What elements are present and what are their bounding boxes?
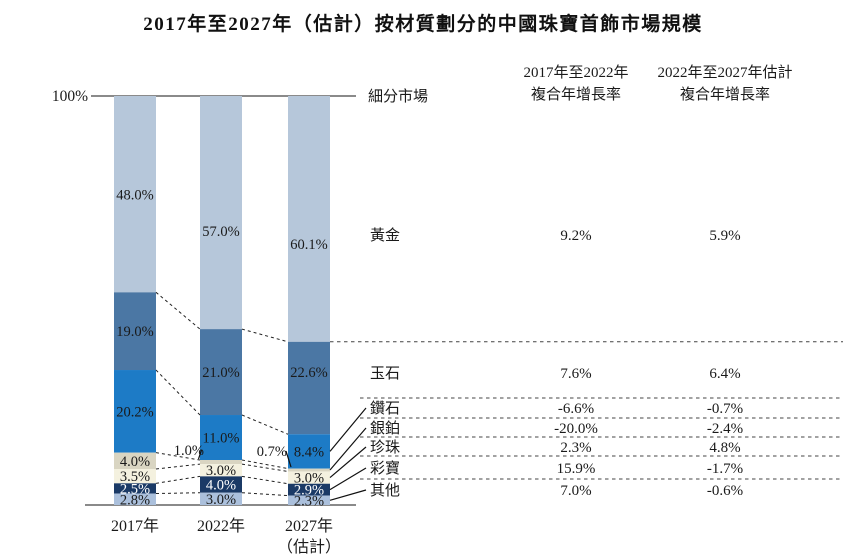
- segment-value-label-outside: 0.7%: [257, 444, 287, 460]
- table-row-label-鑽石: 鑽石: [370, 400, 400, 417]
- table-value-cagr2-銀鉑: -2.4%: [707, 421, 743, 437]
- segment-value-label: 4.0%: [120, 454, 150, 470]
- bar-segment-彩寶: [288, 483, 330, 496]
- table-value-cagr1-黃金: 9.2%: [560, 228, 591, 244]
- bar-segment-彩寶: [114, 483, 156, 494]
- bar-segment-其他: [114, 493, 156, 505]
- bar-connector-dashed-line: [155, 463, 201, 470]
- segment-value-label: 3.0%: [206, 463, 236, 479]
- bar-connector-dashed-line: [155, 291, 201, 330]
- table-row-label-黃金: 黃金: [370, 227, 400, 244]
- table-value-cagr2-彩寶: -1.7%: [707, 461, 743, 477]
- table-value-cagr1-彩寶: 15.9%: [557, 461, 596, 477]
- table-header-cagr-2022-2027: 複合年增長率: [680, 86, 770, 103]
- x-axis-label: 2027年: [285, 517, 333, 535]
- x-axis-label: 2017年: [111, 517, 159, 535]
- table-value-cagr2-玉石: 6.4%: [709, 366, 740, 382]
- segment-value-label: 2.9%: [294, 483, 324, 499]
- table-header-cagr-2017-2022: 複合年增長率: [531, 86, 621, 103]
- table-value-cagr2-珍珠: 4.8%: [709, 440, 740, 456]
- bar-connector-dashed-line: [155, 492, 201, 495]
- segment-value-label: 11.0%: [203, 431, 240, 447]
- table-value-cagr2-鑽石: -0.7%: [707, 401, 743, 417]
- bar-segment-銀鉑: [114, 452, 156, 470]
- segment-value-label: 2.5%: [120, 481, 150, 497]
- bar-segment-玉石: [114, 292, 156, 371]
- leader-line-彩寶: [329, 467, 367, 491]
- pointer-line: [197, 449, 203, 460]
- leader-line-珍珠: [329, 446, 367, 479]
- segment-value-label: 57.0%: [202, 224, 239, 240]
- bar-connector-dashed-line: [241, 463, 289, 472]
- table-value-cagr1-玉石: 7.6%: [560, 366, 591, 382]
- segment-value-label: 2.8%: [120, 492, 150, 508]
- table-row-label-珍珠: 珍珠: [370, 439, 400, 456]
- bar-segment-彩寶: [200, 476, 242, 493]
- table-row-label-彩寶: 彩寶: [370, 459, 400, 477]
- table-value-cagr1-銀鉑: -20.0%: [554, 421, 598, 437]
- table-value-cagr1-其他: 7.0%: [560, 483, 591, 499]
- bar-segment-黃金: [200, 96, 242, 330]
- bar-connector-dashed-line: [155, 475, 201, 484]
- segment-value-label: 20.2%: [116, 404, 153, 420]
- table-row-label-其他: 其他: [370, 482, 400, 499]
- bar-segment-玉石: [288, 341, 330, 435]
- table-value-cagr2-其他: -0.6%: [707, 483, 743, 499]
- bar-segment-玉石: [200, 329, 242, 416]
- chart-title: 2017年至2027年（估計）按材質劃分的中國珠寶首飾市場規模: [143, 14, 703, 35]
- bar-segment-鑽石: [200, 415, 242, 461]
- bar-connector-dashed-line: [155, 452, 201, 461]
- bar-segment-珍珠: [114, 469, 156, 484]
- bar-segment-鑽石: [288, 434, 330, 469]
- bar-connector-dashed-line: [241, 328, 289, 343]
- bar-connector-dashed-line: [155, 369, 201, 416]
- table-row-label-銀鉑: 銀鉑: [370, 420, 400, 437]
- segment-value-label: 8.4%: [294, 444, 324, 460]
- segment-value-label: 22.6%: [290, 365, 327, 381]
- bar-segment-銀鉑: [200, 460, 242, 465]
- segment-value-label: 21.0%: [202, 365, 239, 381]
- segment-value-label: 48.0%: [116, 187, 153, 203]
- bar-connector-dashed-line: [241, 414, 289, 435]
- table-value-cagr1-鑽石: -6.6%: [558, 401, 594, 417]
- segment-value-label: 3.0%: [294, 471, 324, 487]
- table-header-cagr-2017-2022: 2017年至2022年: [523, 64, 628, 81]
- leader-line-其他: [329, 489, 367, 501]
- pointer-line: [285, 450, 292, 468]
- bar-segment-其他: [200, 492, 242, 505]
- segment-value-label: 4.0%: [206, 478, 236, 494]
- bar-segment-其他: [288, 495, 330, 505]
- y-axis-100-label: 100%: [52, 88, 88, 105]
- segment-value-label: 19.0%: [116, 324, 153, 340]
- bar-segment-鑽石: [114, 370, 156, 453]
- bar-connector-dashed-line: [241, 459, 289, 470]
- bar-connector-dashed-line: [241, 475, 289, 485]
- table-header-segment-market: 細分市場: [368, 88, 428, 105]
- x-axis-label: 2022年: [197, 517, 245, 535]
- table-value-cagr1-珍珠: 2.3%: [560, 440, 591, 456]
- segment-value-label: 3.0%: [206, 492, 236, 508]
- bar-segment-銀鉑: [288, 468, 330, 472]
- leader-line-銀鉑: [329, 427, 367, 471]
- bar-segment-黃金: [114, 96, 156, 293]
- x-axis-label: （估計）: [277, 538, 341, 556]
- segment-value-label-outside: 1.0%: [174, 443, 204, 459]
- segment-value-label: 3.5%: [120, 469, 150, 485]
- table-value-cagr2-黃金: 5.9%: [709, 228, 740, 244]
- table-row-label-玉石: 玉石: [370, 366, 400, 382]
- segment-value-label: 2.3%: [294, 493, 324, 509]
- bar-connector-dashed-line: [241, 492, 289, 497]
- segment-value-label: 60.1%: [290, 237, 327, 253]
- leader-line-鑽石: [329, 407, 367, 452]
- bar-segment-黃金: [288, 96, 330, 342]
- table-header-cagr-2022-2027: 2022年至2027年估計: [657, 64, 792, 81]
- bar-segment-珍珠: [200, 464, 242, 477]
- bar-segment-珍珠: [288, 471, 330, 484]
